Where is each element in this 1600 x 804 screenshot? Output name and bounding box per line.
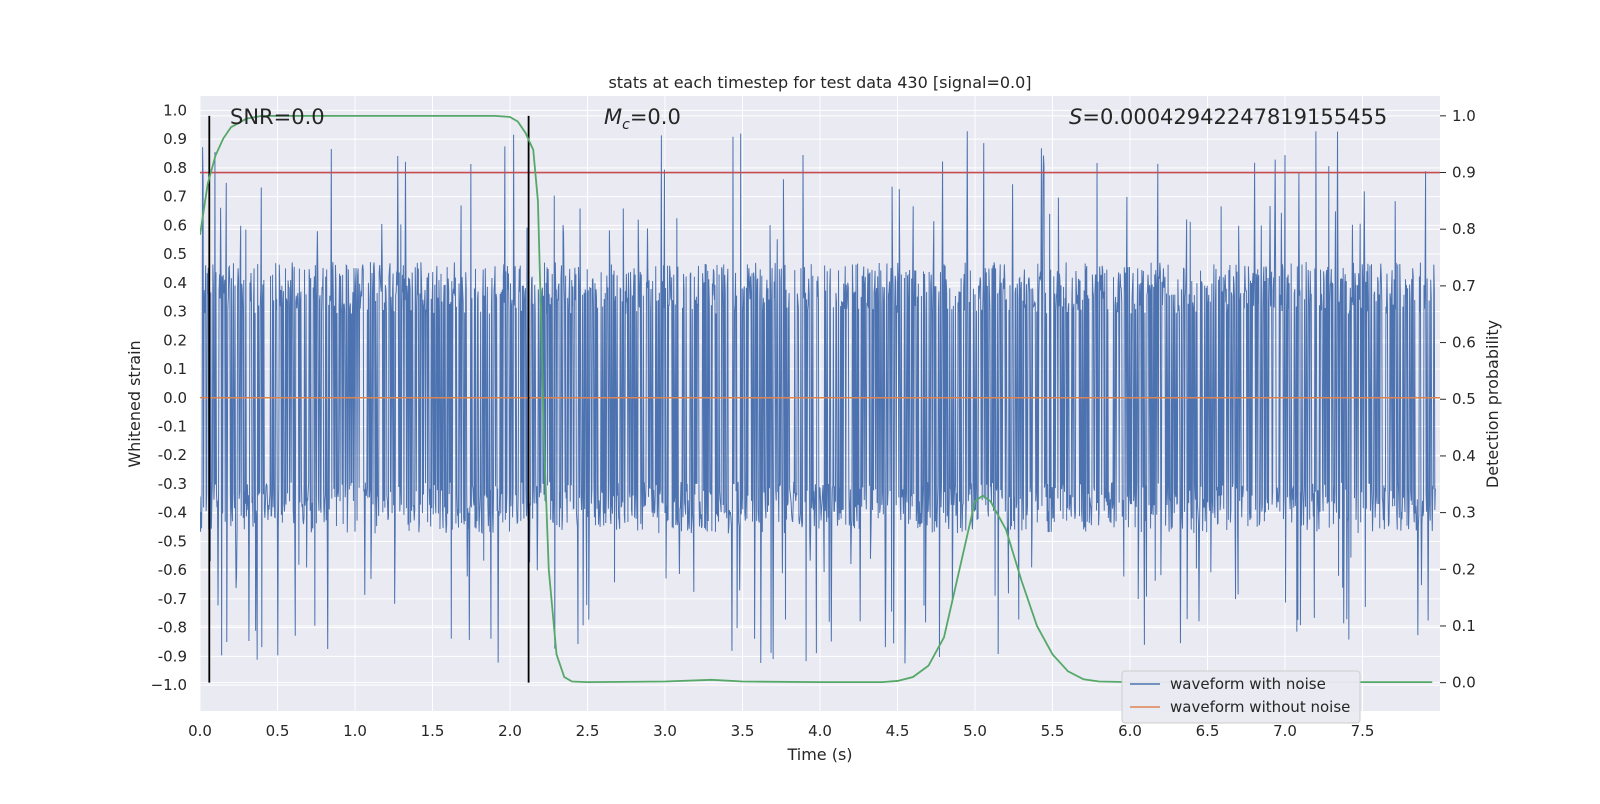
s-symbol: S	[1069, 105, 1082, 129]
legend-box	[1121, 670, 1361, 724]
s-annotation: S=0.00042942247819155455	[1069, 105, 1387, 129]
y-tick-label: 0.4	[163, 274, 187, 292]
y-tick-label: -0.3	[158, 475, 187, 493]
x-tick-label: 0.0	[188, 722, 212, 740]
legend-label-clean: waveform without noise	[1170, 698, 1350, 716]
y-tick-label: 0.7	[163, 188, 187, 206]
x-tick-label: 4.5	[886, 722, 910, 740]
y-tick-label: 1.0	[163, 101, 187, 119]
x-axis-ticks: 0.0 0.5 1.0 1.5 2.0 2.5 3.0 3.5 4.0 4.5 5.0 5.5 6.0 6…	[188, 722, 1374, 740]
snr-annotation: SNR=0.0	[230, 105, 325, 129]
x-tick-label: 0.5	[266, 722, 290, 740]
detection-probability-line	[200, 114, 1433, 683]
y-right-tick-label: 0.6	[1452, 334, 1476, 352]
y-tick-label: 0.2	[163, 331, 187, 349]
x-tick-label: 5.5	[1041, 722, 1065, 740]
y-tick-label: 0.3	[163, 303, 187, 321]
x-tick-label: 1.0	[343, 722, 367, 740]
x-tick-label: 3.0	[653, 722, 677, 740]
y-tick-label: -0.4	[158, 504, 187, 522]
x-axis-label: Time (s)	[786, 745, 852, 764]
x-tick-label: 4.0	[808, 722, 832, 740]
y-axis-ticks: 1.0 0.9 0.8 0.7 0.6 0.5 0.4 0.3 0.2 0.1 0.0 -0.1 -0.…	[151, 101, 187, 694]
legend: waveform with noise waveform without noi…	[1121, 670, 1361, 724]
chirp-mass-symbol: M	[604, 105, 622, 129]
legend-label-noise: waveform with noise	[1170, 675, 1326, 693]
y-right-axis-label: Detection probability	[1483, 320, 1502, 488]
y-right-axis-ticks: 1.0 0.9 0.8 0.7 0.6 0.5 0.4 0.3 0.2 0.1 0.0	[1440, 107, 1476, 692]
y-tick-label: -0.9	[158, 647, 187, 665]
s-value: =0.00042942247819155455	[1082, 105, 1387, 129]
x-tick-label: 6.5	[1196, 722, 1220, 740]
y-right-tick-label: 0.3	[1452, 504, 1476, 522]
y-right-tick-label: 0.1	[1452, 617, 1476, 635]
y-tick-label: 0.6	[163, 216, 187, 234]
y-right-tick-label: 0.7	[1452, 277, 1476, 295]
x-tick-label: 5.0	[963, 722, 987, 740]
x-tick-label: 6.0	[1118, 722, 1142, 740]
y-right-tick-label: 0.5	[1452, 390, 1476, 408]
y-tick-label: -0.6	[158, 561, 187, 579]
y-right-tick-label: 0.8	[1452, 220, 1476, 238]
x-tick-label: 2.0	[498, 722, 522, 740]
y-right-tick-label: 0.9	[1452, 164, 1476, 182]
x-tick-label: 3.5	[731, 722, 755, 740]
y-axis-label: Whitened strain	[125, 340, 144, 467]
y-right-tick-label: 1.0	[1452, 107, 1476, 125]
y-tick-label: -0.5	[158, 532, 187, 550]
chirp-mass-value: =0.0	[630, 105, 681, 129]
overlay-lines	[200, 114, 1440, 683]
y-right-tick-label: 0.0	[1452, 674, 1476, 692]
y-tick-label: 0.0	[163, 389, 187, 407]
y-tick-label: -0.1	[158, 417, 187, 435]
y-tick-label: -0.7	[158, 590, 187, 608]
x-tick-label: 1.5	[421, 722, 445, 740]
x-tick-label: 2.5	[576, 722, 600, 740]
y-tick-label: 0.8	[163, 159, 187, 177]
y-tick-label: 0.1	[163, 360, 187, 378]
chirp-mass-subscript: c	[622, 117, 630, 133]
y-tick-label: −1.0	[151, 676, 187, 694]
y-right-tick-label: 0.4	[1452, 447, 1476, 465]
y-tick-label: 0.9	[163, 130, 187, 148]
chart-title: stats at each timestep for test data 430…	[608, 73, 1031, 92]
x-tick-label: 7.5	[1351, 722, 1375, 740]
y-tick-label: -0.2	[158, 446, 187, 464]
chirp-mass-annotation: Mc=0.0	[604, 105, 681, 133]
x-tick-label: 7.0	[1273, 722, 1297, 740]
noise-waveform-line	[200, 131, 1436, 664]
y-right-tick-label: 0.2	[1452, 560, 1476, 578]
y-tick-label: 0.5	[163, 245, 187, 263]
waveform-with-noise-series	[200, 131, 1436, 664]
y-tick-label: -0.8	[158, 619, 187, 637]
